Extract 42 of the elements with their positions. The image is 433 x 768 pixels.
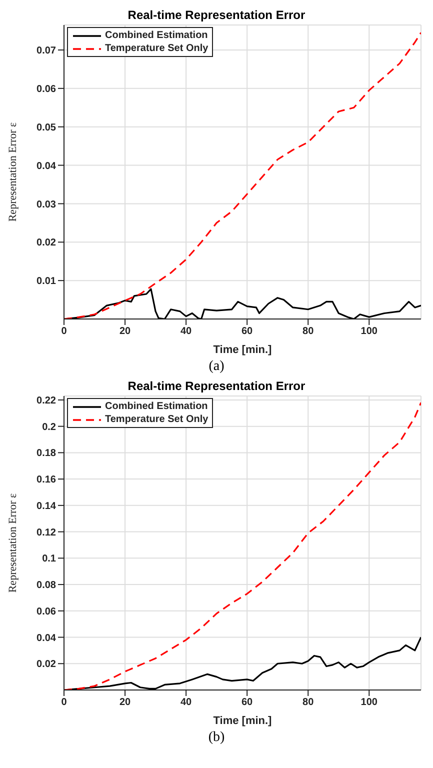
- y-tick-label: 0.08: [36, 580, 56, 592]
- x-tick-label: 80: [302, 326, 314, 338]
- y-tick-label: 0.05: [36, 122, 56, 134]
- y-axis-title: Representation Error ε: [6, 122, 19, 222]
- y-tick-label: 0.04: [36, 632, 56, 644]
- chart-title: Real-time Representation Error: [126, 8, 306, 23]
- legend-label: Temperature Set Only: [105, 42, 208, 55]
- x-tick-label: 60: [242, 326, 254, 338]
- x-tick-label: 20: [119, 697, 132, 708]
- y-tick-label: 0.18: [36, 448, 56, 460]
- text: (a): [208, 359, 226, 375]
- x-axis-title: Time [min.]: [213, 715, 272, 727]
- y-tick-label: 0.16: [36, 474, 56, 486]
- chart-title: Real-time Representation Error: [126, 379, 306, 394]
- y-tick-label: 0.06: [36, 606, 56, 618]
- y-tick-label: 0.06: [36, 84, 56, 95]
- y-tick-label: 0.22: [36, 396, 56, 407]
- y-tick-label: 0.12: [36, 527, 56, 538]
- x-axis-title: Time [min.]: [213, 344, 272, 356]
- text: (b): [207, 730, 226, 746]
- legend-label: Combined Estimation: [105, 29, 208, 42]
- y-tick-label: 0.07: [36, 46, 56, 57]
- y-axis-title: Representation Error ε: [6, 492, 19, 593]
- y-tick-label: 0.01: [36, 276, 56, 288]
- x-tick-label: 80: [302, 697, 314, 708]
- y-tick-label: 0.03: [36, 199, 56, 210]
- x-tick-label: 0: [61, 326, 68, 338]
- x-tick-label: 0: [61, 697, 68, 708]
- x-tick-label: 100: [360, 697, 378, 708]
- legend-label: Temperature Set Only: [105, 413, 208, 426]
- y-tick-label: 0.02: [36, 238, 56, 249]
- y-tick-label: 0.04: [36, 160, 56, 172]
- x-tick-label: 40: [180, 697, 192, 708]
- x-tick-label: 100: [360, 326, 378, 338]
- x-tick-label: 20: [119, 326, 132, 338]
- legend-label: Combined Estimation: [105, 400, 208, 413]
- y-tick-label: 0.14: [36, 500, 56, 512]
- x-tick-label: 40: [180, 326, 192, 338]
- x-tick-label: 60: [242, 697, 254, 708]
- y-tick-label: 0.02: [36, 659, 56, 670]
- y-tick-label: 0.2: [42, 422, 56, 433]
- y-tick-label: 0.1: [42, 554, 56, 565]
